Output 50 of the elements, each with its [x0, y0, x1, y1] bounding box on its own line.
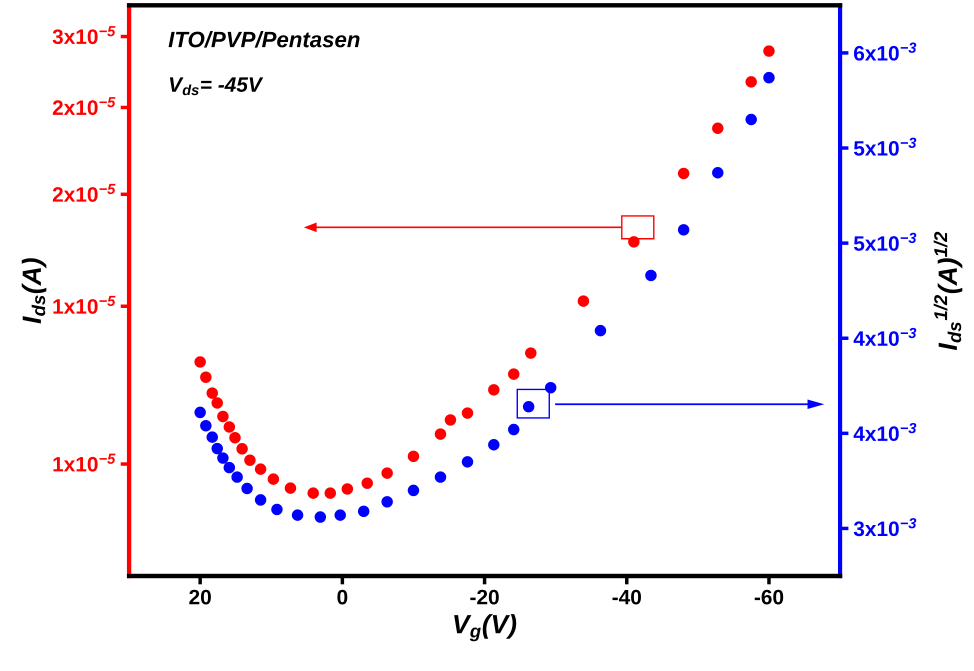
point [444, 414, 456, 426]
point [408, 450, 420, 462]
point [307, 487, 319, 499]
annotation: V$_{ds}$= -45V [170, 77, 264, 96]
annotation: ITO/PVP/Pentasen [168, 31, 360, 48]
point [206, 387, 218, 399]
point [381, 467, 393, 479]
point [678, 168, 690, 180]
point [224, 421, 236, 433]
y2-tick-label: 6x10$^{−3}$ [854, 42, 916, 61]
y2-tick-label: 3x10$^{−3}$ [854, 518, 916, 536]
y2-tick-label: 5x10$^{−3}$ [854, 232, 916, 251]
point [488, 384, 500, 396]
point [229, 432, 241, 444]
point [508, 368, 520, 380]
point [342, 483, 354, 495]
point [578, 295, 590, 307]
y-tick-label: 3x10$^{−5}$ [52, 26, 116, 44]
point [324, 487, 336, 499]
y-tick-label: 2x10$^{−5}$ [52, 184, 116, 202]
point [745, 76, 757, 88]
y2-tick-label: 5x10$^{−3}$ [854, 138, 916, 156]
point [362, 477, 373, 489]
point [712, 122, 724, 134]
point [194, 356, 206, 368]
point [200, 371, 212, 383]
y-tick-label: 1x10$^{−5}$ [53, 454, 116, 472]
point [763, 45, 775, 57]
point [211, 397, 223, 409]
y-tick-label: 2x10$^{−5}$ [52, 97, 116, 116]
y2-axis-title: I$_{ds}$$^{1/2}$(A)$^{1/2}$ [934, 232, 962, 350]
x-axis-title: V$_{g}$(V) [454, 614, 516, 642]
point [284, 482, 296, 494]
point [236, 443, 248, 455]
x-tick-label: -60 [754, 590, 784, 604]
point [254, 463, 266, 475]
point [462, 407, 474, 419]
x-tick-label: -20 [470, 590, 499, 604]
y-axis-title: I$_{ds}$(A) [22, 258, 46, 324]
point [244, 454, 256, 466]
point [217, 410, 229, 422]
point [268, 473, 280, 485]
y2-tick-label: 4x10$^{−3}$ [854, 328, 916, 346]
y-tick-label: 1x10$^{−5}$ [53, 296, 116, 314]
x-tick-label: 20 [189, 590, 211, 604]
point [525, 347, 537, 359]
y2-tick-label: 4x10$^{−3}$ [854, 422, 916, 442]
x-tick-label: 0 [337, 590, 348, 604]
point [434, 428, 446, 440]
x-tick-label: -40 [612, 590, 641, 604]
